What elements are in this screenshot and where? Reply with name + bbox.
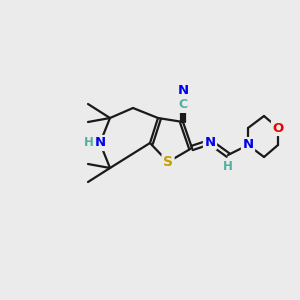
Text: C: C: [178, 98, 188, 112]
Text: S: S: [163, 155, 173, 169]
Text: O: O: [272, 122, 284, 134]
Text: N: N: [94, 136, 106, 149]
Text: H: H: [223, 160, 233, 173]
Text: H: H: [84, 136, 94, 149]
Text: N: N: [177, 85, 189, 98]
Text: N: N: [204, 136, 216, 148]
Text: N: N: [242, 139, 253, 152]
